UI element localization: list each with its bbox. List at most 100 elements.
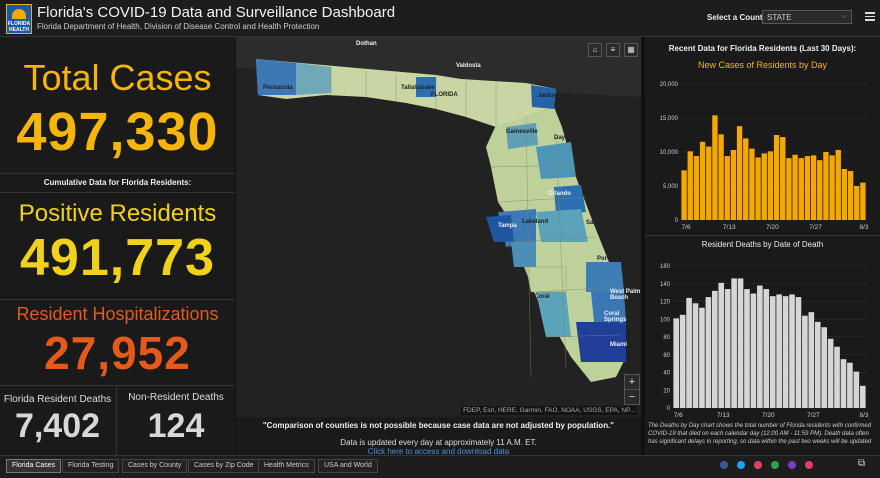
podcast-icon[interactable] [788,461,796,469]
bar[interactable] [823,152,829,220]
bar[interactable] [724,289,731,408]
bar[interactable] [792,154,798,220]
bar[interactable] [749,148,755,220]
city-label: Gainesville [506,129,538,135]
city-label: Sarasota [586,220,612,226]
county-map[interactable]: ⌂ ≡ ▦ + − FDEP, Esri, HERE, Garmin, FAO,… [236,37,641,417]
deaths-by-day-chart[interactable]: 0 20 40 60 80 100 120 140 160 7/6 7/13 7/20 7/27 8/3 [645,251,880,423]
bar[interactable] [780,137,786,220]
tab-cases-by-county[interactable]: Cases by County [122,459,188,473]
bar[interactable] [829,155,835,220]
bar[interactable] [730,149,737,220]
bar[interactable] [854,186,860,220]
tab-cases-by-zip-code[interactable]: Cases by Zip Code [188,459,260,473]
nonresident-deaths-value: 124 [147,407,205,445]
zoom-in-button[interactable]: + [624,374,640,390]
bar[interactable] [750,293,757,408]
download-data-link[interactable]: Click here to access and download data [367,447,510,456]
y-tick-label: 15,000 [660,116,679,122]
cases-by-day-chart[interactable]: 0 5,000 10,000 15,000 20,000 7/6 7/13 7/20 7/27 8… [645,72,880,237]
bar[interactable] [786,158,792,220]
bar[interactable] [705,297,712,408]
bar[interactable] [817,160,823,220]
zoom-out-button[interactable]: − [624,389,640,405]
bar[interactable] [686,297,692,408]
twitter-icon[interactable] [737,461,745,469]
bar[interactable] [737,278,744,408]
bar[interactable] [693,156,700,220]
bar[interactable] [841,169,848,220]
city-label: Tampa [498,223,517,229]
tab-health-metrics[interactable]: Health Metrics [258,459,315,473]
bar[interactable] [736,126,743,220]
bar[interactable] [769,296,776,408]
bar[interactable] [712,290,718,408]
legend-icon[interactable]: ≡ [606,43,620,57]
bar[interactable] [763,289,770,408]
bar[interactable] [699,141,706,220]
bar[interactable] [853,371,860,408]
bar[interactable] [731,278,737,408]
basemap-icon[interactable]: ▦ [624,43,638,57]
bar[interactable] [712,115,718,220]
tab-florida-testing[interactable]: Florida Testing [62,459,120,473]
fullscreen-icon[interactable]: ⧉ [858,458,866,469]
bar[interactable] [744,289,750,408]
bar[interactable] [776,294,782,408]
bar[interactable] [687,151,693,220]
bar[interactable] [835,149,841,220]
bar[interactable] [706,146,712,220]
right-charts-panel: Recent Data for Florida Residents (Last … [645,37,880,455]
bar[interactable] [773,135,780,220]
bar[interactable] [804,156,811,220]
divider [0,385,235,386]
bar[interactable] [859,385,866,408]
bar[interactable] [860,182,866,220]
county-select-dropdown[interactable]: STATE ⌵ [762,10,852,24]
hamburger-menu-icon[interactable] [865,12,875,23]
bar[interactable] [679,314,686,408]
bar[interactable] [798,158,804,220]
bar[interactable] [847,171,854,220]
home-icon[interactable]: ⌂ [588,43,602,57]
instagram-icon[interactable] [754,461,762,469]
bar[interactable] [718,134,724,220]
bar[interactable] [827,338,834,408]
x-tick-label: 7/13 [723,224,736,231]
bar[interactable] [795,297,802,408]
bar[interactable] [724,156,730,220]
bar[interactable] [782,296,789,408]
x-tick-label: 8/3 [859,224,868,231]
bar[interactable] [743,138,749,220]
bar[interactable] [673,318,680,408]
florida-map-svg[interactable] [236,37,641,417]
flickr-icon[interactable] [805,461,813,469]
bar[interactable] [718,282,725,408]
bar[interactable] [681,170,687,220]
bar[interactable] [814,321,821,408]
bar[interactable] [789,294,795,408]
bar[interactable] [761,153,767,220]
bar[interactable] [834,346,840,408]
facebook-icon[interactable] [720,461,728,469]
bar[interactable] [755,157,761,220]
map-note-update: Data is updated every day at approximate… [340,438,537,447]
share-icon[interactable] [771,461,779,469]
bar[interactable] [821,327,827,408]
bar[interactable] [757,285,763,408]
tab-florida-cases[interactable]: Florida Cases [6,459,62,473]
bar[interactable] [840,359,847,408]
positive-residents-value: 491,773 [20,229,215,287]
bar[interactable] [692,303,699,408]
bar[interactable] [810,155,817,220]
bar[interactable] [699,307,705,408]
city-label: Dothan [356,41,377,47]
y-tick-label: 5,000 [663,184,679,190]
bar[interactable] [802,315,808,408]
bar[interactable] [847,362,853,408]
x-tick-label: 7/27 [807,412,820,419]
bar[interactable] [808,312,815,408]
bar[interactable] [767,151,774,220]
tab-usa-and-world[interactable]: USA and World [318,459,378,473]
positive-residents-label: Positive Residents [18,200,217,227]
